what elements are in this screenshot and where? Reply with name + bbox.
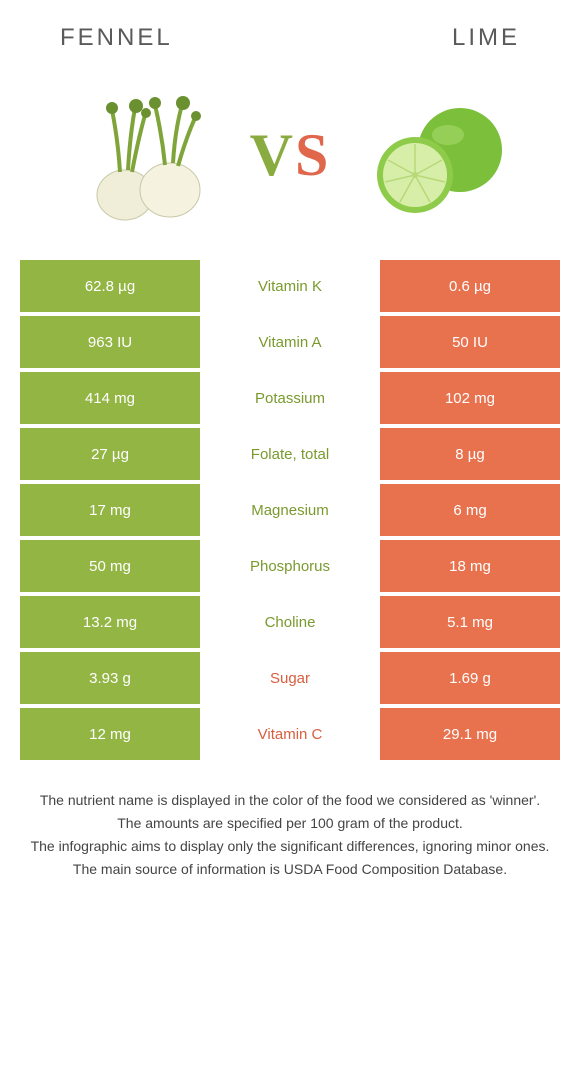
- nutrient-label: Vitamin A: [200, 316, 380, 368]
- right-value: 8 µg: [380, 428, 560, 480]
- footer-line: The nutrient name is displayed in the co…: [20, 790, 560, 811]
- nutrient-row: 62.8 µgVitamin K0.6 µg: [20, 260, 560, 312]
- right-value: 29.1 mg: [380, 708, 560, 760]
- left-value: 17 mg: [20, 484, 200, 536]
- footer-notes: The nutrient name is displayed in the co…: [20, 790, 560, 880]
- left-value: 62.8 µg: [20, 260, 200, 312]
- vs-v: V: [250, 122, 295, 188]
- footer-line: The main source of information is USDA F…: [20, 859, 560, 880]
- nutrient-table: 62.8 µgVitamin K0.6 µg963 IUVitamin A50 …: [20, 260, 560, 760]
- nutrient-label: Choline: [200, 596, 380, 648]
- left-value: 963 IU: [20, 316, 200, 368]
- left-value: 12 mg: [20, 708, 200, 760]
- left-value: 414 mg: [20, 372, 200, 424]
- nutrient-label: Magnesium: [200, 484, 380, 536]
- right-value: 0.6 µg: [380, 260, 560, 312]
- left-food-title: Fennel: [60, 24, 173, 52]
- right-value: 6 mg: [380, 484, 560, 536]
- footer-line: The amounts are specified per 100 gram o…: [20, 813, 560, 834]
- vs-row: VS: [0, 60, 580, 260]
- left-value: 3.93 g: [20, 652, 200, 704]
- left-value: 27 µg: [20, 428, 200, 480]
- right-value: 18 mg: [380, 540, 560, 592]
- nutrient-row: 414 mgPotassium102 mg: [20, 372, 560, 424]
- nutrient-row: 27 µgFolate, total8 µg: [20, 428, 560, 480]
- right-value: 50 IU: [380, 316, 560, 368]
- nutrient-row: 12 mgVitamin C29.1 mg: [20, 708, 560, 760]
- nutrient-row: 17 mgMagnesium6 mg: [20, 484, 560, 536]
- nutrient-label: Vitamin K: [200, 260, 380, 312]
- footer-line: The infographic aims to display only the…: [20, 836, 560, 857]
- right-food-title: Lime: [452, 24, 520, 52]
- nutrient-row: 13.2 mgCholine5.1 mg: [20, 596, 560, 648]
- nutrient-row: 963 IUVitamin A50 IU: [20, 316, 560, 368]
- left-value: 50 mg: [20, 540, 200, 592]
- nutrient-label: Folate, total: [200, 428, 380, 480]
- lime-image: [360, 80, 510, 230]
- left-value: 13.2 mg: [20, 596, 200, 648]
- fennel-image: [70, 80, 220, 230]
- right-value: 5.1 mg: [380, 596, 560, 648]
- nutrient-row: 50 mgPhosphorus18 mg: [20, 540, 560, 592]
- nutrient-label: Phosphorus: [200, 540, 380, 592]
- nutrient-label: Sugar: [200, 652, 380, 704]
- vs-s: S: [295, 122, 330, 188]
- nutrient-row: 3.93 gSugar1.69 g: [20, 652, 560, 704]
- right-value: 1.69 g: [380, 652, 560, 704]
- vs-label: VS: [250, 121, 331, 190]
- nutrient-label: Vitamin C: [200, 708, 380, 760]
- right-value: 102 mg: [380, 372, 560, 424]
- nutrient-label: Potassium: [200, 372, 380, 424]
- header-row: Fennel Lime: [0, 0, 580, 60]
